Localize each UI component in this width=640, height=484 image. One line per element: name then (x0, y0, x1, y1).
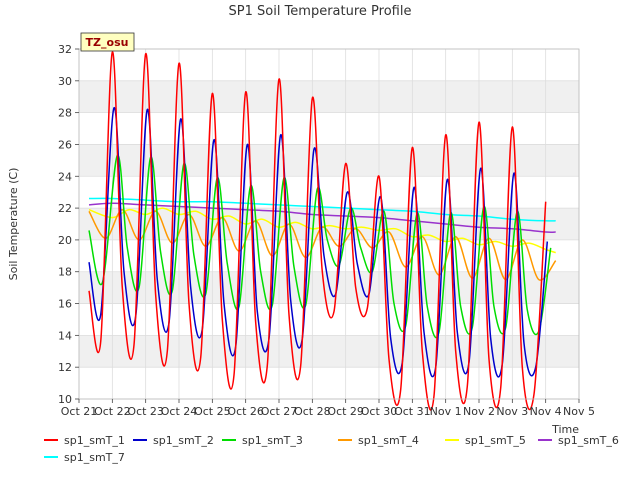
chart-title: SP1 Soil Temperature Profile (229, 4, 412, 19)
x-tick-label: Nov 5 (563, 405, 595, 418)
y-tick-label: 14 (58, 329, 72, 342)
y-tick-label: 20 (58, 234, 72, 247)
y-tick-label: 32 (58, 43, 72, 56)
x-tick-label: Nov 3 (496, 405, 528, 418)
x-axis-label: Time (551, 423, 579, 436)
y-tick-label: 30 (58, 75, 72, 88)
annotation-label: TZ_osu (86, 36, 129, 49)
series-line-sp1_smT_1 (88, 51, 547, 411)
x-tick-label: Oct 27 (261, 405, 298, 418)
legend-label-sp1_smT_3: sp1_smT_3 (242, 434, 303, 447)
y-tick-label: 24 (58, 170, 72, 183)
x-tick-label: Nov 2 (463, 405, 495, 418)
x-tick-label: Oct 26 (227, 405, 264, 418)
plot-band (79, 144, 579, 177)
y-axis-label: Soil Temperature (C) (7, 168, 20, 281)
x-tick-label: Oct 21 (61, 405, 98, 418)
x-tick-label: Oct 29 (327, 405, 364, 418)
x-tick-label: Oct 22 (94, 405, 131, 418)
x-tick-label: Oct 31 (394, 405, 431, 418)
y-tick-label: 16 (58, 298, 72, 311)
plot-band (79, 80, 579, 113)
legend-label-sp1_smT_7: sp1_smT_7 (64, 451, 125, 464)
x-tick-label: Oct 30 (361, 405, 398, 418)
y-tick-label: 26 (58, 138, 72, 151)
legend: sp1_smT_1 sp1_smT_2 sp1_smT_3 sp1_smT_4 sp1_… (44, 434, 619, 464)
x-tick-label: Nov 1 (430, 405, 462, 418)
series-line-sp1_smT_5 (88, 207, 556, 254)
y-tick-label: 12 (58, 361, 72, 374)
x-tick-label: Oct 24 (161, 405, 198, 418)
tz-annotation: TZ_osu (80, 32, 135, 52)
legend-label-sp1_smT_4: sp1_smT_4 (358, 434, 419, 447)
series-line-sp1_smT_3 (88, 154, 552, 339)
series-line-sp1_smT_6 (88, 202, 556, 233)
series-lines (88, 51, 557, 411)
legend-label-sp1_smT_1: sp1_smT_1 (64, 434, 125, 447)
plot-frame (78, 48, 580, 400)
x-tick-label: Nov 4 (530, 405, 562, 418)
x-tick-label: Oct 28 (294, 405, 331, 418)
x-tick-label: Oct 25 (194, 405, 231, 418)
legend-label-sp1_smT_5: sp1_smT_5 (465, 434, 526, 447)
series-line-sp1_smT_2 (88, 107, 549, 378)
y-tick-label: 28 (58, 107, 72, 120)
x-tick-label: Oct 23 (127, 405, 164, 418)
y-tick-label: 18 (58, 266, 72, 279)
legend-label-sp1_smT_2: sp1_smT_2 (153, 434, 214, 447)
series-line-sp1_smT_7 (88, 197, 556, 222)
y-tick-label: 22 (58, 202, 72, 215)
legend-label-sp1_smT_6: sp1_smT_6 (558, 434, 619, 447)
y-tick-label: 10 (58, 393, 72, 406)
annotation-box (80, 32, 135, 52)
